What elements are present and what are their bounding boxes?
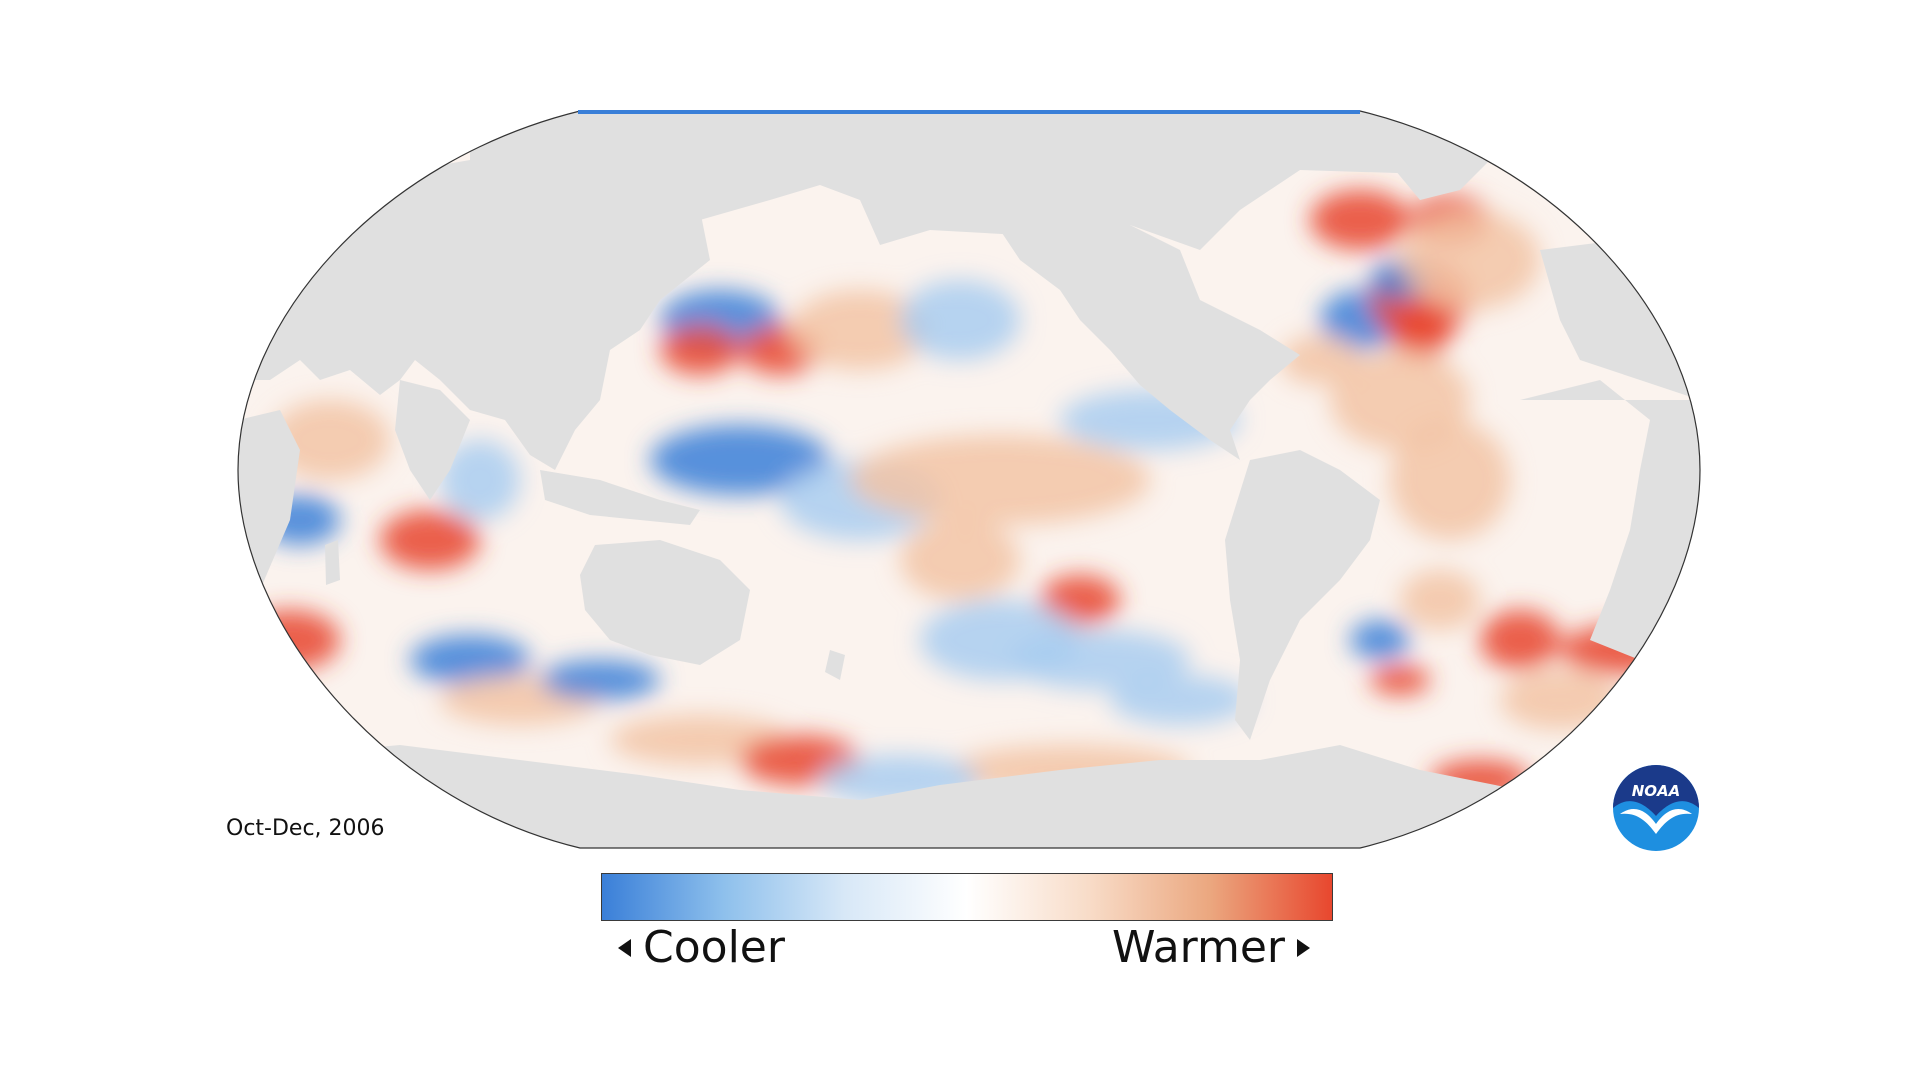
- indonesia-islands: [540, 470, 700, 525]
- anomaly-patch: [1040, 575, 1120, 625]
- anomaly-patch: [1400, 570, 1480, 630]
- anomaly-patch: [270, 400, 390, 480]
- right-arrow-icon: [1297, 938, 1310, 957]
- africa-landmass: [1520, 380, 1700, 660]
- period-label: Oct-Dec, 2006: [226, 816, 385, 841]
- new-zealand: [825, 650, 845, 680]
- asia-landmass: [240, 160, 710, 470]
- anomaly-patch: [1390, 420, 1510, 540]
- anomaly-patch: [850, 435, 1150, 525]
- arctic-landmass: [470, 111, 1500, 260]
- anomaly-patch: [900, 280, 1020, 360]
- legend-warmer-label: Warmer: [1112, 922, 1285, 973]
- legend-cooler: Cooler: [618, 922, 785, 973]
- anomaly-patch: [240, 610, 340, 670]
- anomaly-patch: [410, 635, 530, 685]
- anomaly-patch: [900, 520, 1020, 600]
- land-masses: [238, 111, 1700, 848]
- anomaly-patch: [1110, 675, 1250, 725]
- madagascar: [325, 540, 340, 585]
- legend-cooler-label: Cooler: [643, 922, 785, 973]
- south-america-landmass: [1225, 450, 1380, 740]
- anomaly-patch: [380, 510, 480, 570]
- temperature-colorbar: [601, 873, 1333, 921]
- anomaly-patch: [440, 440, 520, 520]
- anomaly-patch: [790, 290, 930, 370]
- anomaly-patch: [1010, 630, 1190, 690]
- australia-landmass: [580, 540, 750, 665]
- anomaly-patch: [650, 425, 830, 495]
- anomaly-patch: [1350, 620, 1410, 660]
- anomaly-patch: [1400, 210, 1540, 310]
- africa-east-wrap: [238, 410, 300, 600]
- noaa-logo-bird-icon: [1620, 809, 1692, 834]
- anomaly-patch: [1480, 610, 1560, 670]
- anomaly-patch: [540, 660, 660, 700]
- antarctica-landmass: [238, 745, 1700, 848]
- anomaly-patch: [1370, 665, 1430, 695]
- noaa-logo-sky: [1613, 765, 1699, 816]
- noaa-logo: NOAA: [1613, 765, 1699, 851]
- anomaly-patch: [1390, 300, 1450, 360]
- north-america-landmass: [1000, 225, 1300, 460]
- india-landmass: [395, 380, 470, 500]
- map-outline: [237, 110, 1701, 849]
- anomaly-patch: [1280, 335, 1360, 385]
- left-arrow-icon: [618, 938, 631, 957]
- anomaly-patch: [660, 325, 740, 375]
- legend-warmer: Warmer: [1112, 922, 1310, 973]
- anomaly-patch: [1310, 190, 1410, 250]
- noaa-logo-text: NOAA: [1632, 782, 1681, 800]
